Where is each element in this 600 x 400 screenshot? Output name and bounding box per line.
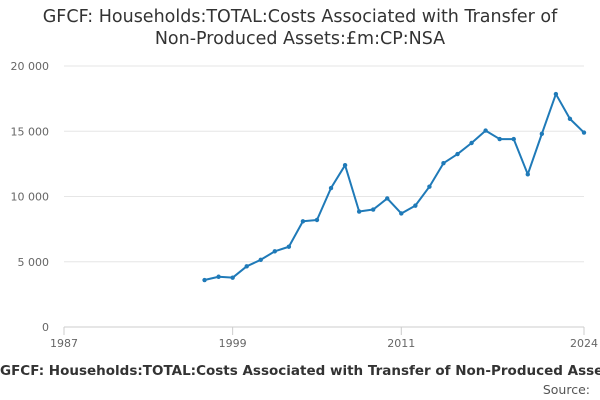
data-point (244, 264, 249, 269)
y-tick-label: 0 (42, 321, 49, 334)
chart-title-line-1: GFCF: Households:TOTAL:Costs Associated … (42, 7, 558, 27)
x-tick-label: 2011 (387, 337, 415, 350)
data-point (455, 151, 460, 157)
data-point (314, 217, 320, 223)
chart-title: GFCF: Households:TOTAL:Costs Associated … (0, 6, 600, 50)
data-point (441, 161, 446, 166)
data-point (202, 277, 207, 283)
data-point (385, 196, 390, 201)
data-point (370, 207, 376, 212)
legend: GFCF: Households:TOTAL:Costs Associated … (0, 363, 600, 379)
data-point (483, 128, 488, 133)
data-point (230, 275, 235, 280)
gridlines (64, 65, 584, 263)
y-tick-label: 15 000 (11, 125, 50, 138)
y-tick-label: 10 000 (11, 191, 50, 204)
data-point (469, 140, 474, 146)
y-tick-label: 20 000 (11, 60, 50, 73)
data-point (581, 130, 587, 135)
data-point (413, 203, 418, 208)
data-point (525, 172, 530, 177)
data-point (539, 131, 545, 137)
data-point (300, 219, 306, 224)
data-point (258, 257, 263, 262)
data-point (567, 116, 573, 122)
axes: 0 5 000 10 000 15 000 20 000 1987 1999 2011 2024 (11, 60, 599, 350)
data-point (356, 209, 362, 214)
series-line (203, 93, 585, 282)
data-point (497, 136, 502, 142)
legend-series-label: GFCF: Households:TOTAL:Costs Associated … (0, 363, 600, 379)
y-tick-label: 5 000 (18, 256, 50, 269)
data-point (427, 184, 432, 189)
data-point (399, 211, 404, 216)
series-layer (202, 91, 587, 283)
data-point (511, 136, 516, 142)
data-point (553, 91, 559, 97)
chart-title-line-2: Non-Produced Assets:£m:CP:NSA (154, 29, 446, 49)
data-point (272, 249, 278, 254)
data-point (286, 244, 292, 249)
data-point (342, 162, 348, 168)
data-point (328, 185, 334, 191)
source-label: Source: (542, 382, 590, 397)
x-tick-label: 1987 (50, 337, 78, 350)
x-tick-label: 2024 (570, 337, 598, 350)
x-tick-label: 1999 (219, 337, 247, 350)
data-point (216, 274, 221, 279)
